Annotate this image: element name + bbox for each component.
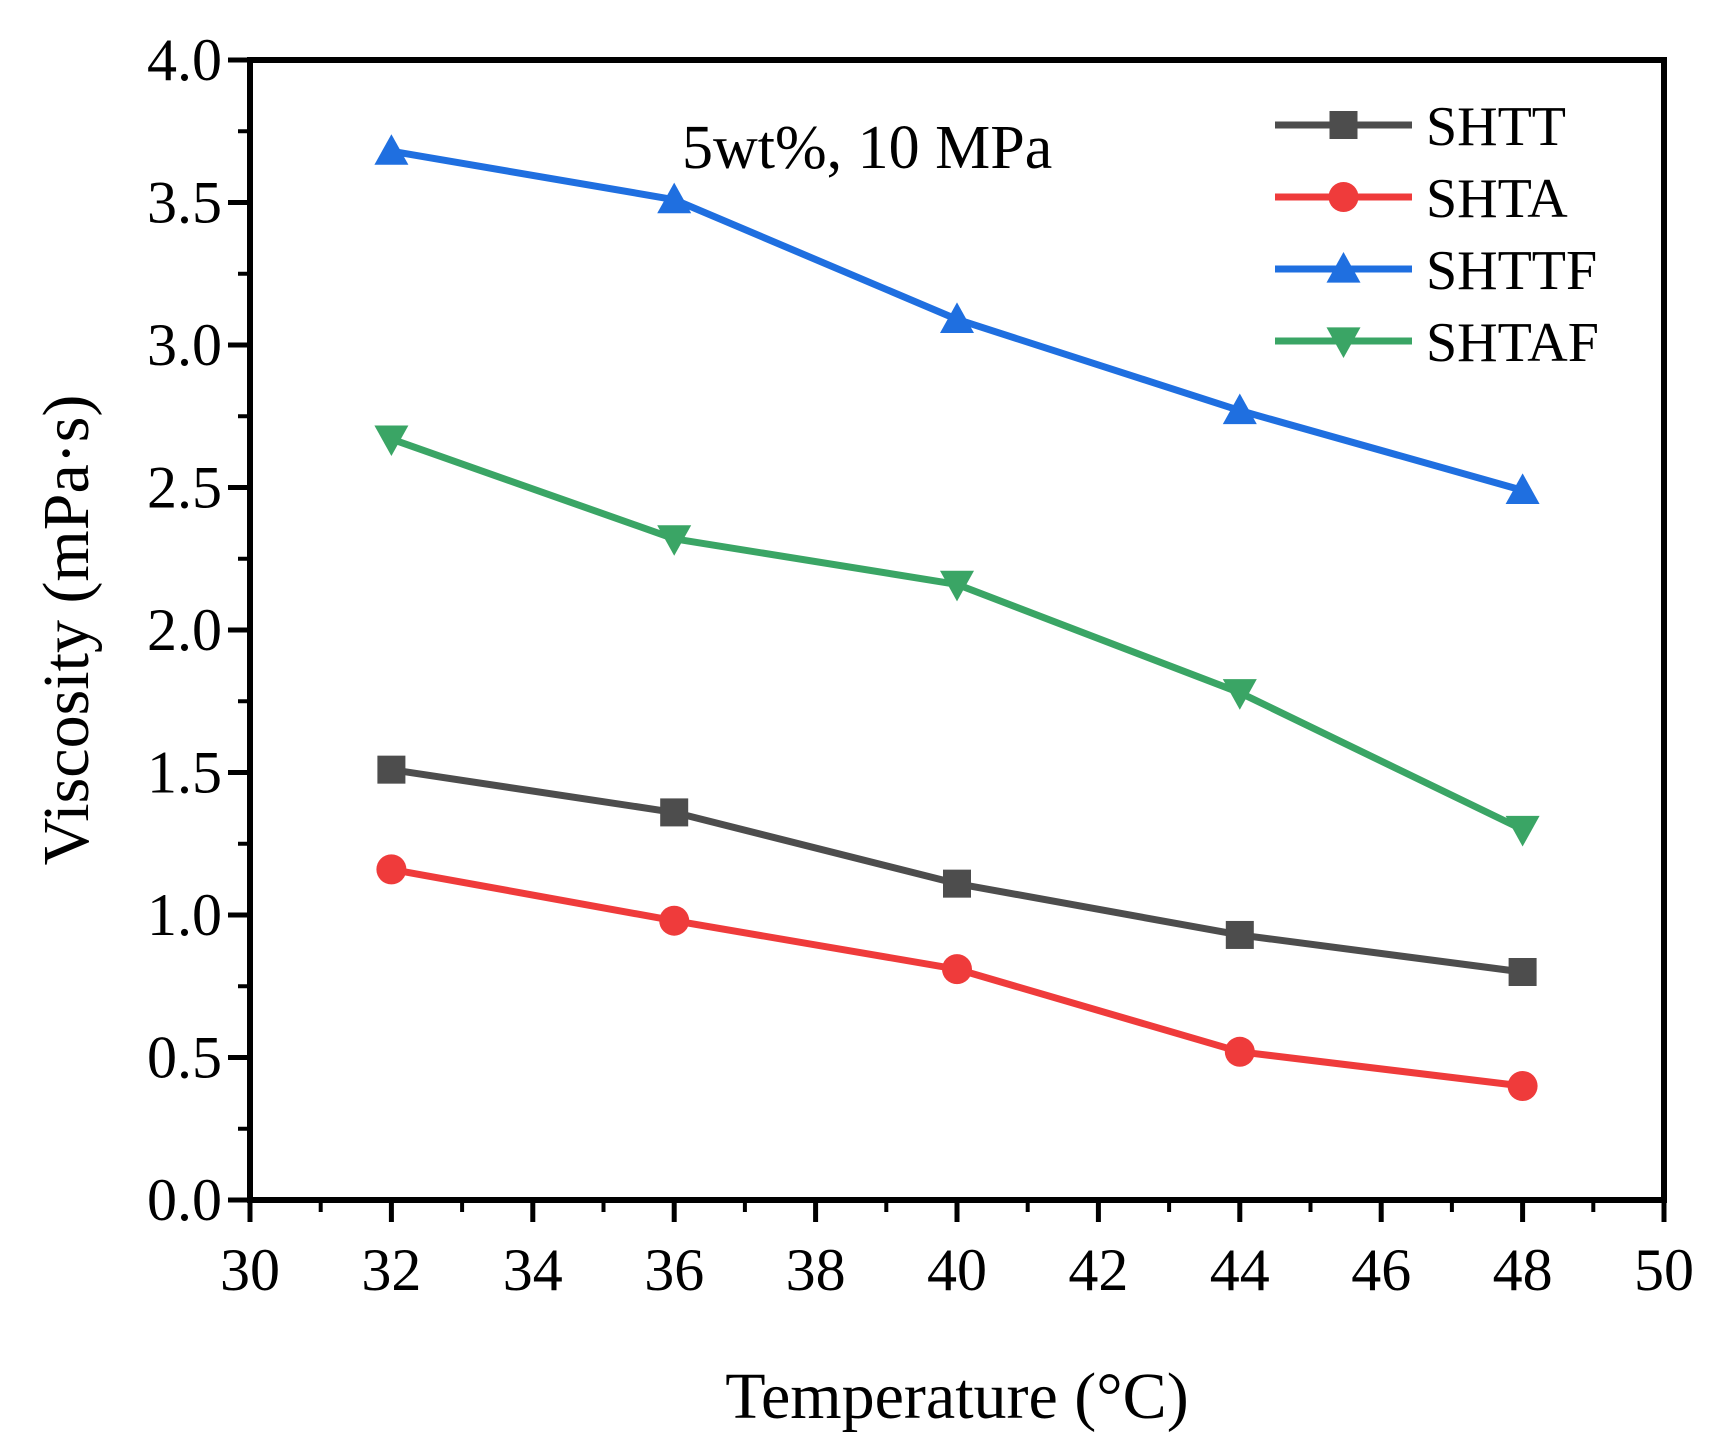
x-tick-label: 50	[1634, 1237, 1694, 1303]
data-point-shtaf	[657, 525, 692, 556]
data-point-shtt	[377, 755, 406, 784]
axes: 30 32 34 36 38 40 42 44 46 48 50 0.0 0.5 1.0 1.5 2.0 2.5…	[147, 27, 1694, 1303]
legend-label-shtt: SHTT	[1426, 96, 1566, 158]
y-tick-label: 1.0	[147, 882, 222, 948]
data-point-shttf	[1222, 393, 1257, 425]
x-tick-label: 30	[220, 1237, 280, 1303]
chart-annotation: 5wt%, 10 MPa	[682, 114, 1052, 182]
y-tick-label: 3.5	[147, 170, 222, 236]
data-point-shtaf	[374, 425, 409, 457]
legend: SHTT SHTA SHTTF SHTAF	[1275, 96, 1599, 374]
x-tick-label: 46	[1351, 1237, 1411, 1303]
x-tick-label: 44	[1210, 1237, 1270, 1303]
x-tick-label: 38	[786, 1237, 846, 1303]
data-point-shtaf	[1222, 679, 1257, 710]
legend-label-shttf: SHTTF	[1426, 240, 1597, 302]
legend-label-shta: SHTA	[1426, 168, 1568, 230]
x-axis-title: Temperature (°C)	[725, 1360, 1188, 1433]
y-axis-title: Viscosity (mPa·s)	[30, 395, 103, 866]
y-tick-label: 4.0	[147, 27, 222, 93]
data-point-shtt	[660, 798, 689, 827]
data-point-shtt	[1225, 920, 1254, 949]
data-point-shttf	[940, 302, 974, 333]
data-point-shta	[1507, 1071, 1538, 1101]
x-tick-label: 40	[927, 1237, 987, 1303]
y-tick-label: 2.5	[147, 455, 222, 521]
data-point-shtaf	[1505, 815, 1540, 847]
data-point-shttf	[1505, 473, 1540, 504]
y-tick-label: 0.5	[147, 1025, 222, 1091]
data-point-shta	[376, 854, 407, 885]
x-tick-label: 34	[503, 1237, 563, 1303]
data-point-shttf	[374, 134, 409, 165]
legend-marker-shtt	[1329, 111, 1358, 139]
plot-frame	[247, 57, 1667, 1203]
series-line-shtaf	[390, 435, 1525, 833]
x-tick-label: 36	[644, 1237, 704, 1303]
x-tick-label: 48	[1493, 1237, 1553, 1303]
data-point-shta	[659, 905, 690, 936]
data-point-shta	[942, 954, 972, 985]
y-tick-label: 1.5	[147, 740, 222, 806]
data-point-shtt	[943, 869, 971, 898]
data-point-shtt	[1508, 958, 1537, 986]
x-tick-label: 32	[361, 1237, 421, 1303]
legend-marker-shttf	[1326, 252, 1361, 283]
legend-label-shtaf: SHTAF	[1426, 312, 1599, 374]
y-tick-label: 3.0	[147, 312, 222, 378]
y-tick-label: 2.0	[147, 597, 222, 663]
data-point-shttf	[657, 182, 692, 214]
x-tick-label: 42	[1068, 1237, 1128, 1303]
plot-area	[374, 134, 1540, 1101]
data-point-shta	[1224, 1036, 1255, 1067]
data-point-shtaf	[940, 570, 974, 602]
legend-marker-shta	[1328, 182, 1359, 212]
y-tick-label: 0.0	[147, 1167, 222, 1233]
legend-marker-shtaf	[1326, 327, 1361, 358]
